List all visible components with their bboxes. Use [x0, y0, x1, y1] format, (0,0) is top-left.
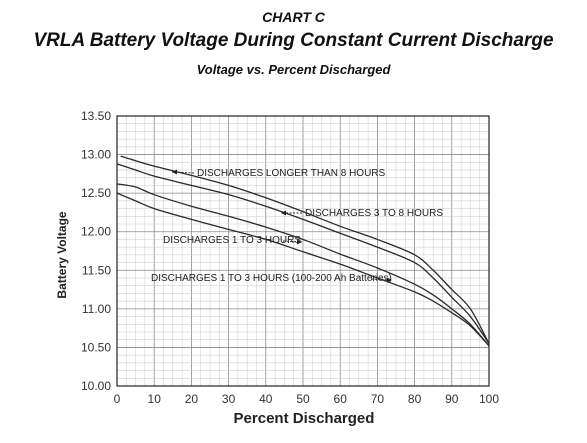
y-tick-label: 10.50 — [81, 340, 111, 354]
annotation-arrowhead — [387, 277, 392, 283]
x-tick-label: 40 — [259, 392, 273, 406]
y-axis-label: Battery Voltage — [55, 211, 69, 298]
y-tick-label: 10.00 — [81, 379, 111, 393]
x-tick-label: 60 — [334, 392, 348, 406]
y-tick-label: 12.00 — [81, 225, 111, 239]
y-axis-ticks: 10.00 10.50 11.00 11.50 12.00 12.50 13.00 13.50 — [81, 109, 111, 393]
series-lines — [116, 155, 490, 347]
x-tick-label: 20 — [185, 392, 199, 406]
y-tick-label: 12.50 — [81, 186, 111, 200]
series-line-4 — [116, 192, 490, 347]
y-tick-label: 11.00 — [82, 302, 111, 316]
chart-kicker: CHART C — [262, 9, 325, 25]
x-axis-ticks: 0 10 20 30 40 50 60 70 80 90 100 — [114, 392, 500, 406]
plot-frame — [116, 115, 490, 387]
annotation-label: DISCHARGES 1 TO 3 HOURS (100-200 Ah Batt… — [151, 273, 392, 284]
x-tick-label: 90 — [445, 392, 459, 406]
chart-subtitle: Voltage vs. Percent Discharged — [196, 62, 391, 77]
series-line-2 — [116, 163, 490, 344]
x-tick-label: 30 — [222, 392, 236, 406]
y-tick-label: 13.00 — [81, 148, 111, 162]
annotation-label: DISCHARGES LONGER THAN 8 HOURS — [197, 168, 386, 179]
x-tick-label: 70 — [371, 392, 385, 406]
chart-title: VRLA Battery Voltage During Constant Cur… — [33, 30, 554, 51]
annotation-label: DISCHARGES 3 TO 8 HOURS — [305, 208, 443, 219]
annotation-label: DISCHARGES 1 TO 3 HOURS — [163, 235, 301, 246]
x-tick-label: 10 — [148, 392, 162, 406]
series-line-1 — [120, 155, 490, 344]
series-line-3 — [116, 183, 490, 347]
annotations: DISCHARGES LONGER THAN 8 HOURS DISCHARGES… — [151, 168, 443, 284]
grid-lines — [117, 116, 489, 386]
annotation-arrowhead — [172, 169, 177, 175]
x-axis-label: Percent Discharged — [234, 410, 375, 427]
y-tick-label: 13.50 — [81, 109, 111, 123]
annotation-arrowhead — [297, 239, 302, 245]
x-tick-label: 50 — [296, 392, 310, 406]
annotation-arrowhead — [281, 210, 286, 216]
x-tick-label: 0 — [114, 392, 121, 406]
y-tick-label: 11.50 — [82, 263, 111, 277]
x-tick-label: 100 — [479, 392, 499, 406]
x-tick-label: 80 — [408, 392, 422, 406]
